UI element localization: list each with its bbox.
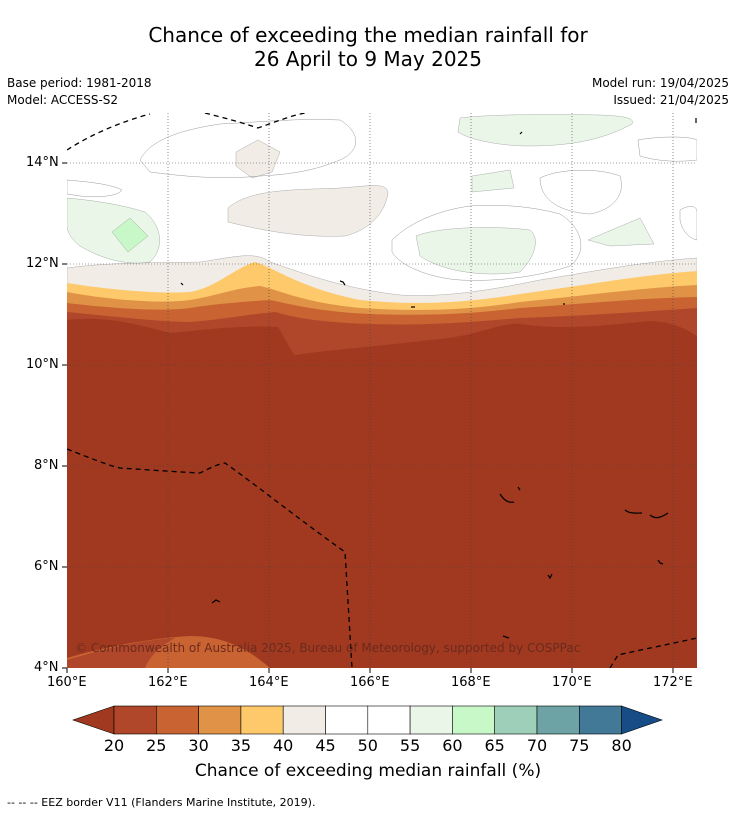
lon-tick-162: 162°E (148, 675, 188, 690)
band-top-green-6 (587, 217, 655, 247)
lon-tick-164: 164°E (249, 675, 289, 690)
issued-date: Issued: 21/04/2025 (613, 93, 729, 107)
colorbar-swatch-60-65 (452, 705, 495, 735)
graticule (67, 113, 697, 668)
colorbar-swatch-25-30 (156, 705, 199, 735)
colorbar-label-65: 65 (484, 736, 505, 755)
contour-lines (67, 119, 697, 281)
colorbar (72, 705, 663, 735)
colorbar-label-80: 80 (611, 736, 632, 755)
colorbar-swatch-75-80 (578, 705, 622, 735)
lat-tick-4: 4°N (34, 660, 59, 675)
colorbar-high-arrow (621, 705, 663, 735)
colorbar-swatch-40-45 (282, 705, 326, 735)
colorbar-label-45: 45 (315, 736, 336, 755)
lon-tick-166: 166°E (350, 675, 390, 690)
colorbar-label-30: 30 (188, 736, 209, 755)
colorbar-label-60: 60 (442, 736, 463, 755)
colorbar-swatch-70-75 (536, 705, 580, 735)
lon-tick-172: 172°E (653, 675, 693, 690)
model-name: Model: ACCESS-S2 (7, 93, 119, 107)
colorbar-label-70: 70 (526, 736, 548, 755)
colorbar-swatch-20-25 (113, 705, 157, 735)
colorbar-swatch-30-35 (198, 705, 242, 735)
colorbar-label-50: 50 (357, 736, 378, 755)
lon-tick-168: 168°E (451, 675, 491, 690)
axis-ticks (62, 162, 674, 673)
band-top-green-3 (457, 114, 633, 147)
colorbar-label-75: 75 (569, 736, 590, 755)
band-below-20 (67, 318, 697, 668)
lon-tick-170: 170°E (552, 675, 592, 690)
band-top-green-2 (111, 217, 149, 253)
lat-tick-6: 6°N (34, 559, 59, 574)
colorbar-label-25: 25 (146, 736, 167, 755)
band-top-green-4 (471, 169, 515, 193)
band-top-green-5 (415, 227, 536, 275)
lat-tick-8: 8°N (34, 458, 59, 473)
base-period: Base period: 1981-2018 (7, 76, 152, 90)
lat-tick-12: 12°N (26, 256, 59, 271)
band-top-green-1 (67, 197, 160, 264)
eez-legend-note: -- -- -- EEZ border V11 (Flanders Marine… (7, 796, 316, 809)
model-run: Model run: 19/04/2025 (591, 76, 729, 90)
colorbar-title: Chance of exceeding median rainfall (%) (194, 761, 542, 781)
colorbar-label-40: 40 (273, 736, 294, 755)
island-outlines (180, 118, 697, 639)
band-top-grey-2 (227, 185, 389, 237)
colorbar-swatch-35-40 (240, 705, 284, 735)
colorbar-swatch-65-70 (494, 705, 538, 735)
lat-tick-10: 10°N (26, 357, 59, 372)
lon-tick-160: 160°E (47, 675, 87, 690)
colorbar-swatch-50-55 (367, 705, 411, 735)
colorbar-label-20: 20 (103, 736, 125, 755)
band-bottom-20-25 (67, 638, 175, 668)
map-title-line2: 26 April to 9 May 2025 (254, 47, 482, 71)
lat-tick-14: 14°N (26, 155, 59, 170)
colorbar-label-35: 35 (230, 736, 252, 755)
colorbar-swatch-45-50 (325, 705, 369, 735)
colorbar-swatch-55-60 (409, 705, 453, 735)
colorbar-low-arrow (72, 705, 115, 735)
map-title-line1: Chance of exceeding the median rainfall … (148, 23, 588, 47)
colorbar-label-55: 55 (399, 736, 421, 755)
copyright-notice: © Commonwealth of Australia 2025, Bureau… (75, 641, 581, 655)
eez-border (67, 113, 697, 668)
